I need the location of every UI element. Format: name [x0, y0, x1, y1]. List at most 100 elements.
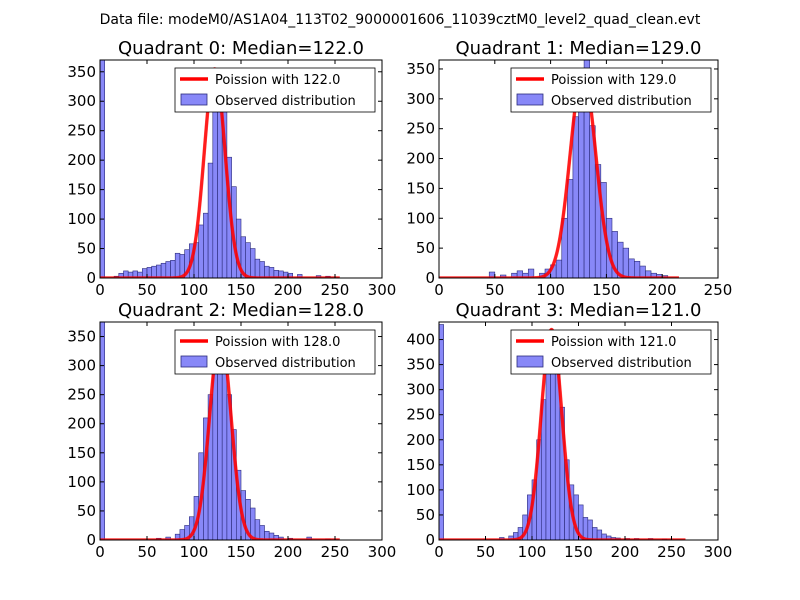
histogram-bar	[174, 252, 181, 278]
histogram-bar	[628, 258, 635, 278]
legend-poisson-label: Poission with 128.0	[215, 335, 340, 350]
x-tick-label: 50	[485, 281, 504, 299]
x-tick-label: 0	[95, 281, 105, 299]
y-tick-label: 150	[67, 181, 96, 199]
histogram-bar	[264, 265, 270, 278]
y-tick-label: 150	[67, 444, 96, 462]
histogram-bar	[587, 519, 593, 540]
histogram-bar	[439, 324, 444, 540]
x-tick-label: 250	[321, 543, 350, 561]
x-tick-label: 0	[95, 543, 105, 561]
legend-hist-swatch	[180, 93, 208, 106]
legend-poisson-label: Poission with 129.0	[551, 73, 676, 88]
panel-title: Quadrant 0: Median=122.0	[118, 38, 364, 59]
y-tick-label: 100	[67, 473, 96, 491]
y-tick-label: 350	[67, 328, 96, 346]
panel-title: Quadrant 2: Median=128.0	[118, 300, 364, 321]
legend-hist-label: Observed distribution	[551, 356, 692, 371]
y-tick-label: 100	[67, 210, 96, 228]
x-tick-label: 200	[274, 543, 303, 561]
legend: Poission with 122.0 Observed distribution	[174, 67, 376, 113]
x-tick-label: 200	[611, 543, 640, 561]
y-tick-label: 350	[406, 356, 435, 374]
x-tick-label: 100	[180, 281, 209, 299]
histogram-bar	[254, 519, 261, 540]
y-tick-label: 50	[416, 239, 435, 257]
y-tick-label: 150	[406, 179, 435, 197]
histogram-bar	[100, 322, 105, 540]
histogram-bar	[622, 247, 630, 278]
histogram-bar	[165, 261, 171, 278]
quadrant-3-panel: 0 50 100 150 200 250 300 0 50 100 150 200 250 300 350 4…	[406, 300, 732, 561]
legend: Poission with 128.0 Observed distribution	[174, 329, 376, 375]
x-tick-label: 300	[368, 281, 397, 299]
x-tick-label: 150	[564, 543, 593, 561]
histogram-bar	[151, 265, 157, 278]
quadrant-0-panel: 0 50 100 150 200 250 300 0 50 100 150 200 250 300 350 Q…	[67, 38, 396, 299]
y-tick-label: 200	[406, 150, 435, 168]
legend-box	[174, 329, 376, 375]
legend-hist-swatch	[516, 355, 544, 368]
x-tick-label: 200	[274, 281, 303, 299]
y-tick-label: 200	[67, 151, 96, 169]
histogram-bar	[207, 162, 214, 278]
histogram-bar	[297, 274, 303, 278]
y-tick-label: 150	[406, 456, 435, 474]
histogram-bar	[259, 525, 265, 540]
y-tick-label: 200	[406, 431, 435, 449]
y-tick-label: 50	[77, 240, 96, 258]
histogram-bar	[527, 268, 535, 278]
histogram-bar	[160, 262, 167, 278]
histogram-bar	[545, 364, 551, 540]
histogram-bar	[250, 248, 256, 278]
x-tick-label: 300	[704, 543, 733, 561]
x-tick-label: 250	[704, 281, 733, 299]
x-tick-label: 100	[180, 543, 209, 561]
legend: Poission with 129.0 Observed distribution	[510, 67, 712, 113]
x-tick-label: 200	[648, 281, 677, 299]
y-tick-label: 250	[406, 406, 435, 424]
quadrant-2-panel: 0 50 100 150 200 250 300 0 50 100 150 200 250 300 350 Q…	[67, 300, 396, 561]
y-tick-label: 300	[67, 357, 96, 375]
x-tick-label: 100	[518, 543, 547, 561]
y-tick-label: 250	[67, 122, 96, 140]
y-tick-label: 300	[406, 381, 435, 399]
y-tick-label: 0	[86, 269, 96, 287]
legend-hist-label: Observed distribution	[215, 356, 356, 371]
histogram-bar	[633, 260, 641, 278]
y-tick-label: 400	[406, 331, 435, 349]
y-tick-label: 50	[416, 506, 435, 524]
figure-title: Data file: modeM0/AS1A04_113T02_90000016…	[100, 12, 701, 28]
y-tick-label: 300	[67, 92, 96, 110]
quadrant-1-panel: 0 50 100 150 200 250 0 50 100 150 200 250 300 350 Quad…	[406, 38, 732, 299]
x-tick-label: 250	[321, 281, 350, 299]
panel-title: Quadrant 3: Median=121.0	[456, 300, 702, 321]
histogram-bar	[100, 60, 105, 278]
histogram-bar	[203, 212, 209, 278]
x-tick-label: 150	[592, 281, 621, 299]
panel-title: Quadrant 1: Median=129.0	[456, 38, 702, 59]
y-tick-label: 0	[86, 531, 96, 549]
y-tick-label: 300	[406, 90, 435, 108]
y-tick-label: 250	[406, 120, 435, 138]
legend-hist-swatch	[180, 355, 208, 368]
histogram-bar	[212, 100, 218, 278]
legend-box	[510, 67, 712, 113]
x-tick-label: 0	[434, 281, 444, 299]
histogram-bar	[170, 260, 176, 278]
legend-poisson-label: Poission with 121.0	[551, 335, 676, 350]
y-tick-label: 0	[425, 269, 435, 287]
legend-hist-swatch	[516, 93, 544, 106]
x-tick-label: 100	[536, 281, 565, 299]
histogram-bar	[259, 261, 265, 278]
y-tick-label: 50	[77, 502, 96, 520]
x-tick-label: 300	[368, 543, 397, 561]
x-tick-label: 50	[476, 543, 495, 561]
y-tick-label: 0	[425, 531, 435, 549]
histogram-bar	[639, 265, 646, 278]
histogram-bar	[592, 527, 598, 540]
histogram-bar	[555, 259, 563, 278]
x-tick-label: 250	[657, 543, 686, 561]
legend-poisson-label: Poission with 122.0	[215, 73, 340, 88]
poisson-curve-core	[439, 328, 687, 540]
